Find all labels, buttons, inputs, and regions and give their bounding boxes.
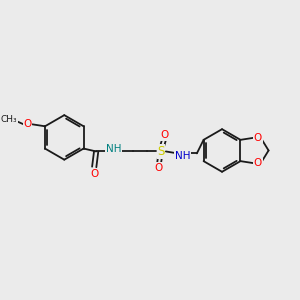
- Text: O: O: [23, 119, 32, 129]
- Text: O: O: [90, 169, 98, 179]
- Text: O: O: [154, 163, 162, 173]
- Text: CH₃: CH₃: [1, 115, 17, 124]
- Text: NH: NH: [175, 151, 190, 161]
- Text: O: O: [254, 133, 262, 143]
- Text: O: O: [254, 158, 262, 168]
- Text: O: O: [161, 130, 169, 140]
- Text: NH: NH: [106, 143, 121, 154]
- Text: S: S: [157, 145, 165, 158]
